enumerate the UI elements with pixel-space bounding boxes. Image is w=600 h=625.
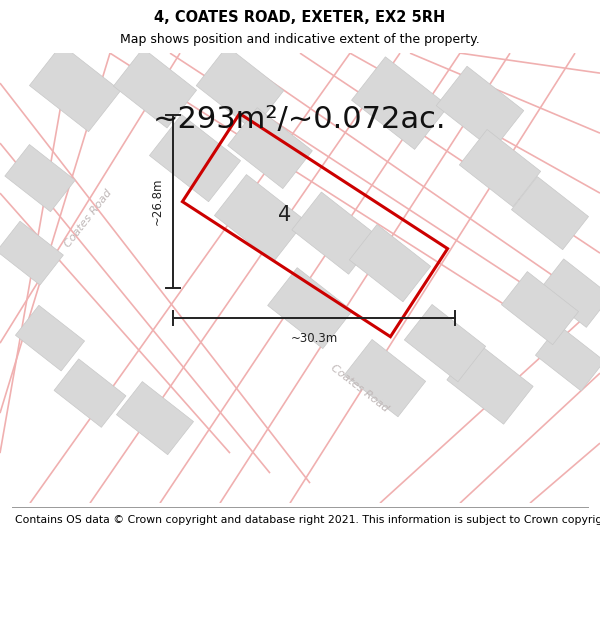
Polygon shape — [5, 144, 75, 212]
Text: Coates Road: Coates Road — [62, 188, 113, 249]
Text: Map shows position and indicative extent of the property.: Map shows position and indicative extent… — [120, 33, 480, 46]
Polygon shape — [511, 177, 589, 249]
Polygon shape — [447, 342, 533, 424]
Polygon shape — [54, 359, 126, 428]
Text: 4: 4 — [278, 205, 292, 225]
Polygon shape — [29, 44, 121, 132]
Text: ~293m²/~0.072ac.: ~293m²/~0.072ac. — [153, 105, 447, 134]
Polygon shape — [436, 66, 524, 150]
Polygon shape — [404, 304, 485, 382]
Text: ~30.3m: ~30.3m — [290, 332, 338, 344]
Polygon shape — [535, 325, 600, 391]
Polygon shape — [16, 305, 85, 371]
Polygon shape — [227, 107, 313, 189]
Text: ~26.8m: ~26.8m — [151, 178, 163, 226]
Polygon shape — [214, 174, 305, 262]
Text: Coates Road: Coates Road — [329, 362, 391, 414]
Polygon shape — [352, 57, 448, 149]
Polygon shape — [113, 48, 197, 128]
Polygon shape — [460, 129, 541, 207]
Polygon shape — [292, 192, 378, 274]
Polygon shape — [0, 221, 64, 285]
Polygon shape — [349, 224, 431, 302]
Polygon shape — [502, 272, 578, 344]
Polygon shape — [116, 382, 194, 454]
Polygon shape — [149, 114, 241, 202]
Text: Contains OS data © Crown copyright and database right 2021. This information is : Contains OS data © Crown copyright and d… — [15, 515, 600, 525]
Text: 4, COATES ROAD, EXETER, EX2 5RH: 4, COATES ROAD, EXETER, EX2 5RH — [154, 9, 446, 24]
Polygon shape — [268, 268, 352, 349]
Polygon shape — [539, 259, 600, 328]
Polygon shape — [196, 46, 284, 130]
Polygon shape — [344, 339, 425, 417]
